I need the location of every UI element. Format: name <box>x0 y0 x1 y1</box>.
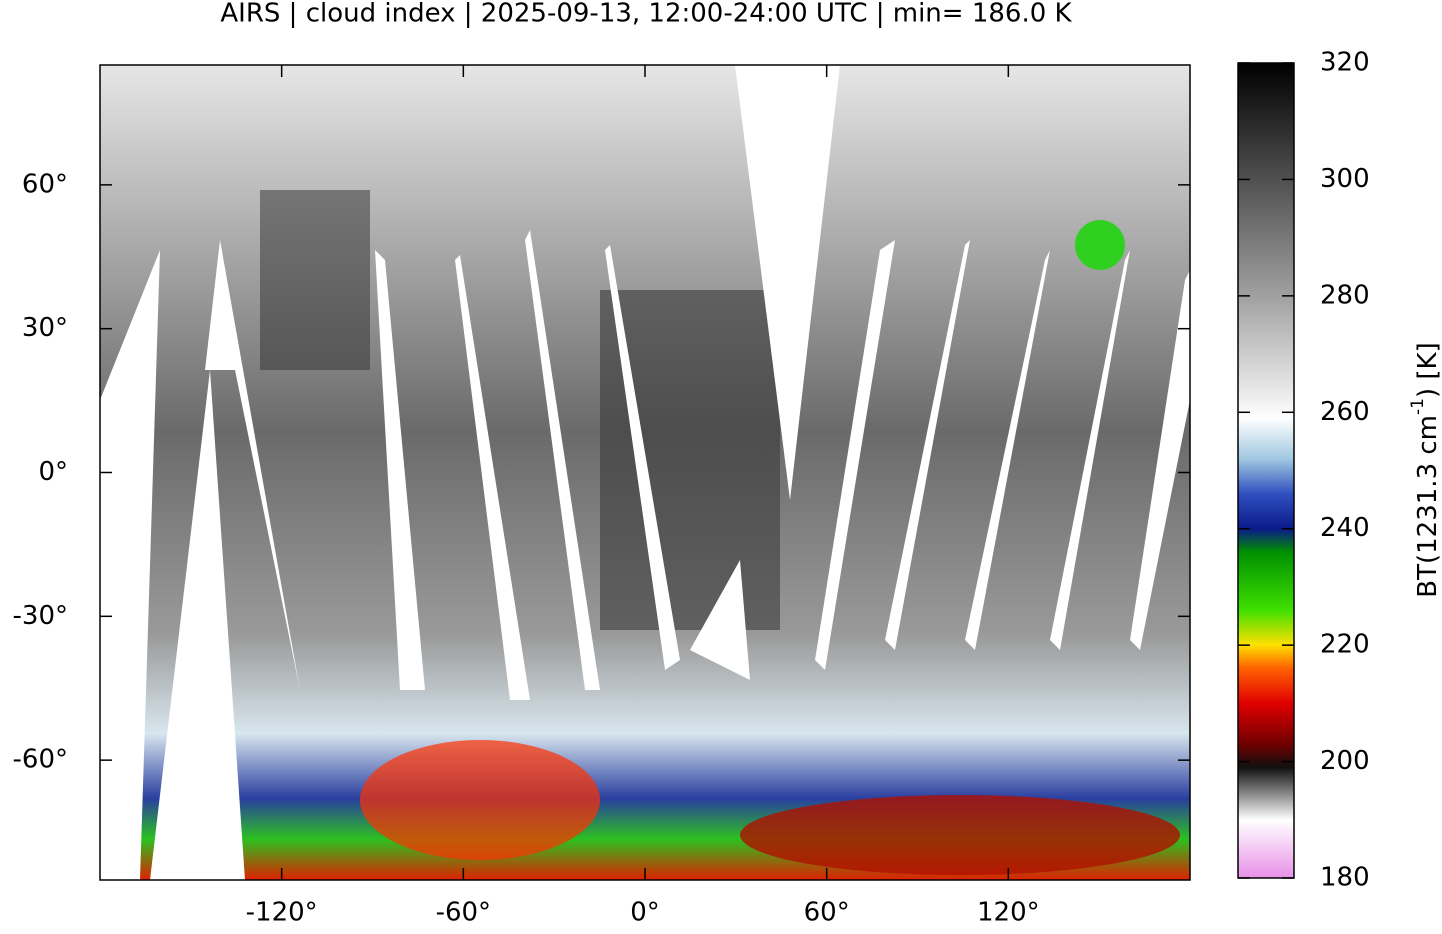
colorbar-label-sup: -1 <box>1408 398 1428 415</box>
x-tick-label: 60° <box>804 898 850 928</box>
colorbar-label-text: ) [K] <box>1413 342 1442 398</box>
map-image <box>100 65 1190 880</box>
colorbar-tick-label: 280 <box>1320 280 1370 310</box>
x-tick-label: 0° <box>630 898 660 928</box>
y-tick-label: 60° <box>22 169 68 199</box>
colorbar-tick-label: 260 <box>1320 397 1370 427</box>
y-tick-label: 30° <box>22 313 68 343</box>
x-tick-label: -60° <box>436 898 491 928</box>
colorbar-tick-label: 180 <box>1320 863 1370 893</box>
y-tick-label: 0° <box>38 457 68 487</box>
colorbar <box>1238 63 1294 878</box>
title: AIRS | cloud index | 2025-09-13, 12:00-2… <box>220 0 1072 29</box>
x-tick-label: -120° <box>246 898 318 928</box>
y-tick-label: -30° <box>13 601 68 631</box>
colorbar-tick-label: 240 <box>1320 513 1370 543</box>
colorbar-label: BT(1231.3 cm-1) [K] <box>1408 342 1442 597</box>
colorbar-label-text: BT(1231.3 cm <box>1413 415 1442 598</box>
y-tick-label: -60° <box>13 745 68 775</box>
colorbar-tick-label: 320 <box>1320 48 1370 78</box>
x-tick-label: 120° <box>977 898 1040 928</box>
colorbar-tick-label: 300 <box>1320 164 1370 194</box>
colorbar-tick-label: 200 <box>1320 746 1370 776</box>
colorbar-tick-label: 220 <box>1320 630 1370 660</box>
